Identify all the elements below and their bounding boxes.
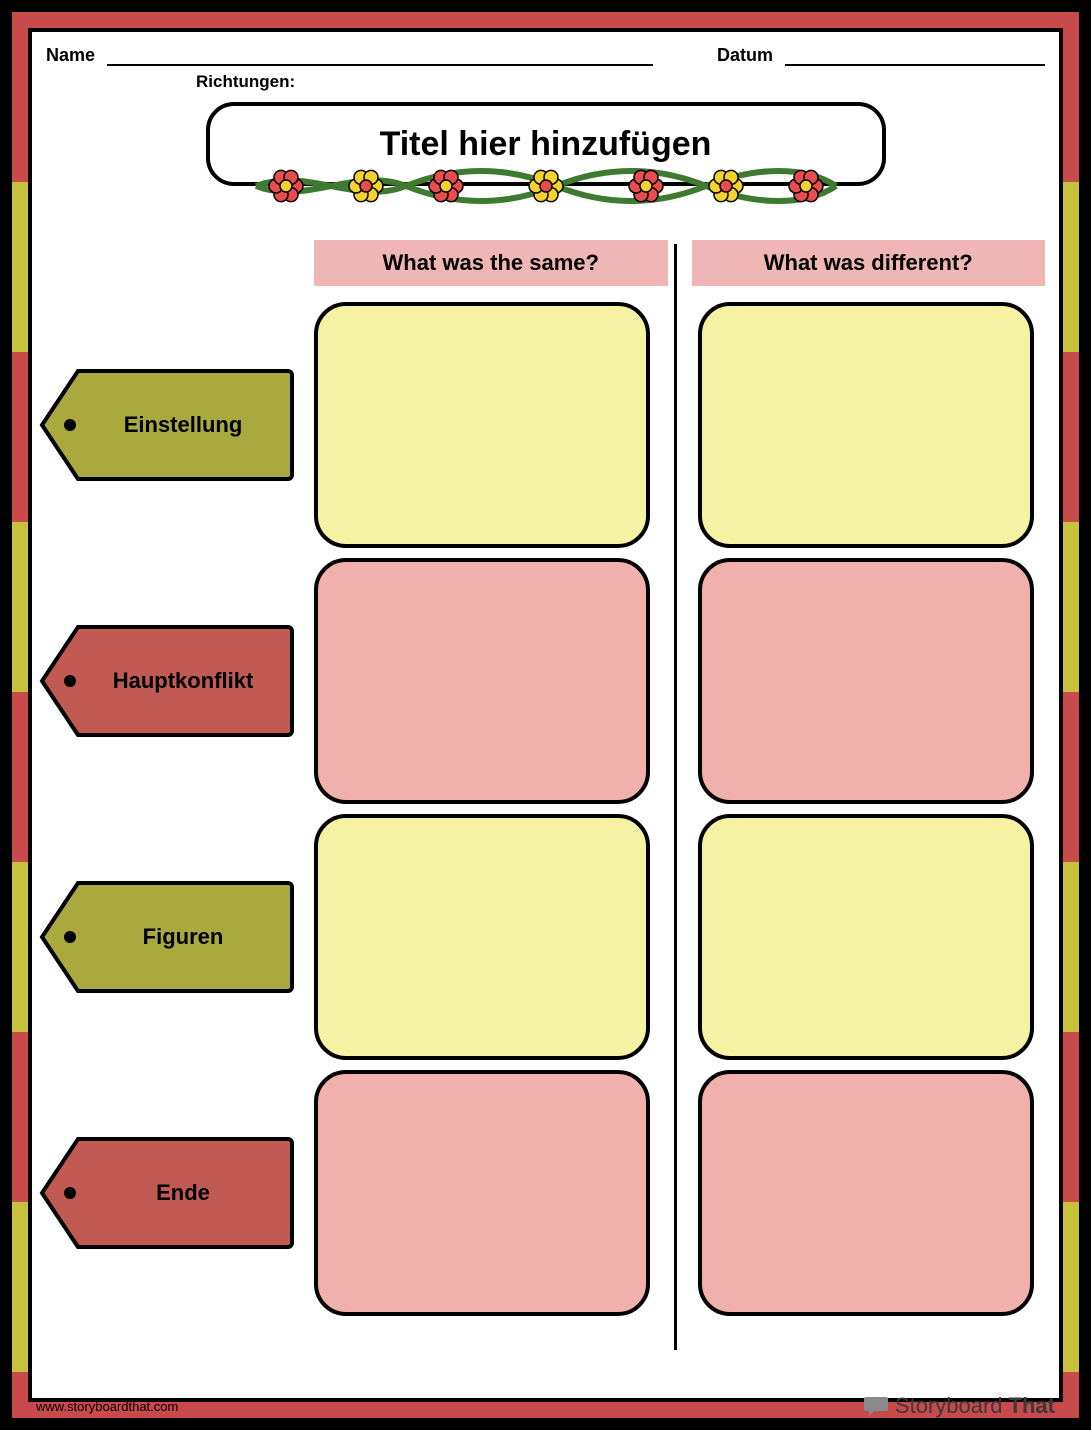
row-tag: Einstellung (36, 367, 296, 483)
title-container: Titel hier hinzufügen (206, 102, 886, 226)
page: Name Datum Richtungen: Titel hier hinzuf… (32, 32, 1059, 1398)
col-header-different: What was different? (692, 240, 1046, 286)
comparison-row: Einstellung (46, 300, 1045, 550)
cell-different[interactable] (698, 302, 1034, 548)
directions-label: Richtungen: (196, 72, 1045, 92)
brand-logo: StoryboardThat (863, 1393, 1055, 1419)
cell-different[interactable] (698, 814, 1034, 1060)
column-headers: What was the same? What was different? (314, 240, 1045, 286)
date-input-line[interactable] (785, 44, 1045, 66)
name-input-line[interactable] (107, 44, 653, 66)
col-header-same: What was the same? (314, 240, 668, 286)
name-date-row: Name Datum (46, 44, 1045, 66)
row-tag: Ende (36, 1135, 296, 1251)
title-text: Titel hier hinzufügen (380, 125, 712, 164)
date-label: Datum (717, 45, 773, 66)
comparison-row: Figuren (46, 812, 1045, 1062)
brand-text-a: Storyboard (895, 1393, 1003, 1419)
cell-different[interactable] (698, 1070, 1034, 1316)
flower-divider-icon (246, 164, 846, 208)
comparison-row: Hauptkonflikt (46, 556, 1045, 806)
row-tag-label: Figuren (36, 879, 296, 995)
comparison-grid: EinstellungHauptkonfliktFigurenEnde (46, 300, 1045, 1350)
cell-same[interactable] (314, 302, 650, 548)
cell-same[interactable] (314, 814, 650, 1060)
row-tag-label: Einstellung (36, 367, 296, 483)
brand-text-b: That (1009, 1393, 1055, 1419)
row-tag: Hauptkonflikt (36, 623, 296, 739)
row-tag-label: Hauptkonflikt (36, 623, 296, 739)
name-label: Name (46, 45, 95, 66)
page-frame: Name Datum Richtungen: Titel hier hinzuf… (28, 28, 1063, 1402)
cell-same[interactable] (314, 558, 650, 804)
cell-different[interactable] (698, 558, 1034, 804)
row-tag: Figuren (36, 879, 296, 995)
footer-url: www.storyboardthat.com (36, 1399, 178, 1414)
footer: www.storyboardthat.com StoryboardThat (36, 1392, 1055, 1420)
cell-same[interactable] (314, 1070, 650, 1316)
worksheet-outer: Name Datum Richtungen: Titel hier hinzuf… (6, 6, 1085, 1424)
row-tag-label: Ende (36, 1135, 296, 1251)
comparison-row: Ende (46, 1068, 1045, 1318)
speech-bubble-icon (863, 1395, 889, 1417)
